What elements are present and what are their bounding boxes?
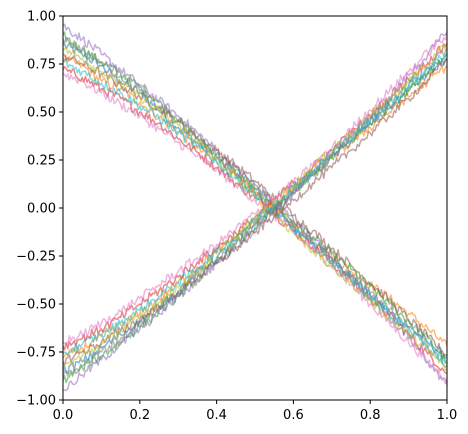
x-tick-label: 0.2	[129, 408, 150, 423]
series-layer	[63, 23, 447, 392]
y-tick-label: −0.25	[16, 250, 56, 265]
series-line-20	[63, 51, 447, 356]
series-line-16	[63, 58, 447, 367]
series-line-17	[63, 34, 447, 346]
x-tick-label: 0.8	[360, 408, 381, 423]
y-tick-label: 0.50	[27, 106, 56, 121]
y-tick-label: 0.25	[27, 154, 56, 169]
x-tick-label: 0.4	[206, 408, 227, 423]
x-tick-label: 0.6	[283, 408, 304, 423]
y-tick-label: 1.00	[27, 10, 56, 25]
x-tick-label: 0.0	[53, 408, 74, 423]
series-line-6	[63, 53, 447, 357]
axis-layer: 0.0 0.2 0.4 0.6 0.8 1.0 −1.00 −0.75 −0.50 −0.25 0.…	[16, 10, 457, 424]
y-tick-label: −0.75	[16, 346, 56, 361]
y-tick-label: 0.75	[27, 58, 56, 73]
y-tick-label: −0.50	[16, 298, 56, 313]
series-line-10	[63, 59, 447, 365]
series-line-7	[63, 72, 447, 385]
series-line-11	[63, 57, 447, 375]
x-tick-label: 1.0	[437, 408, 458, 423]
y-tick-label: 0.00	[27, 202, 56, 217]
y-tick-label: −1.00	[16, 394, 56, 409]
